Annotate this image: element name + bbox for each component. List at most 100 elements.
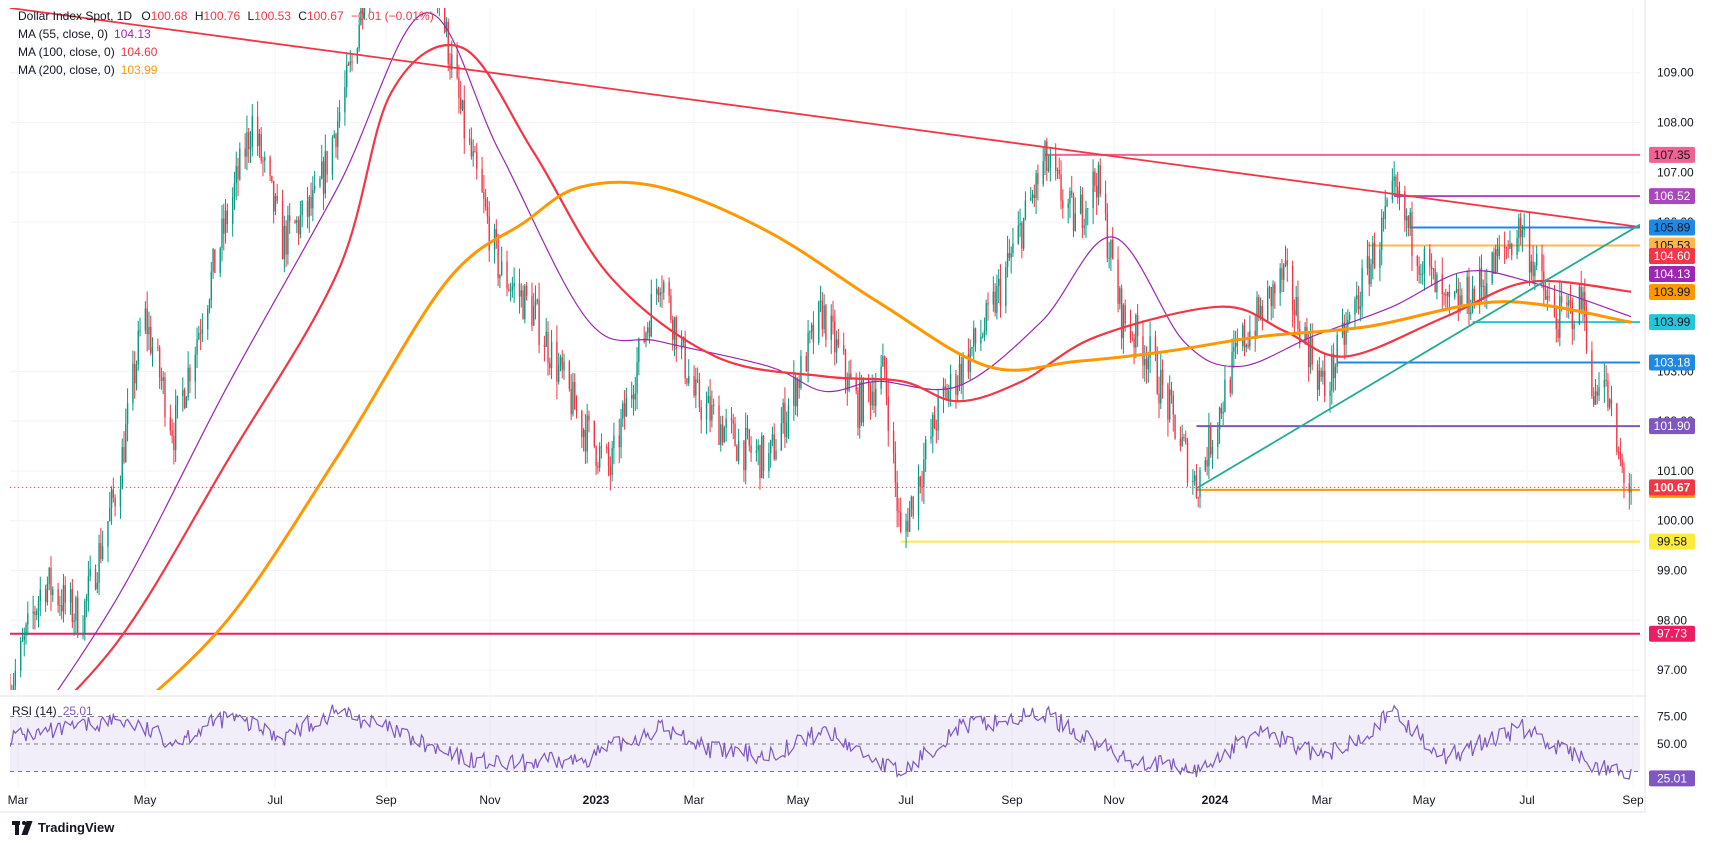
candle-body bbox=[1478, 268, 1481, 301]
candle-body bbox=[1617, 451, 1620, 453]
legend-ma100[interactable]: MA (100, close, 0) 104.60 bbox=[18, 43, 434, 61]
legend: Dollar Index Spot, 1D O100.68 H100.76 L1… bbox=[18, 7, 434, 79]
candle-body bbox=[468, 138, 471, 141]
candle-body bbox=[659, 292, 661, 296]
candle-body bbox=[921, 486, 923, 488]
candle-body bbox=[707, 395, 710, 404]
candle-body bbox=[486, 206, 489, 217]
candle-body bbox=[46, 583, 49, 603]
ohlc-low-label: L bbox=[247, 9, 255, 23]
candle-body bbox=[1030, 197, 1032, 201]
candle-body bbox=[538, 299, 540, 345]
candle-body bbox=[823, 305, 825, 329]
candle-body bbox=[1361, 268, 1363, 307]
candle-body bbox=[524, 285, 526, 320]
candle-body bbox=[746, 427, 749, 430]
candle-body bbox=[84, 601, 86, 633]
candle-body bbox=[182, 389, 184, 396]
candle-body bbox=[1037, 173, 1039, 185]
candle-body bbox=[73, 620, 75, 622]
candle-body bbox=[1119, 288, 1121, 304]
tradingview-brand[interactable]: TradingView bbox=[12, 820, 114, 835]
candle-body bbox=[199, 333, 202, 335]
y-tick-label: 101.00 bbox=[1657, 464, 1694, 478]
candle-body bbox=[1557, 329, 1559, 338]
candle-body bbox=[821, 300, 824, 329]
candle-body bbox=[937, 396, 939, 431]
candle-body bbox=[1354, 299, 1356, 315]
candle-body bbox=[755, 450, 758, 453]
candle-body bbox=[1122, 304, 1125, 339]
candle-body bbox=[1183, 437, 1185, 439]
candle-body bbox=[483, 192, 485, 199]
rsi-legend[interactable]: RSI (14) 25.01 bbox=[12, 702, 93, 720]
candle-body bbox=[1233, 347, 1235, 352]
candle-body bbox=[992, 291, 995, 305]
candle-body bbox=[618, 435, 620, 448]
candle-body bbox=[1461, 295, 1463, 305]
candle-body bbox=[162, 377, 164, 381]
candle-body bbox=[1047, 167, 1050, 171]
x-tick-label: Jul bbox=[898, 793, 913, 807]
candle-body bbox=[201, 329, 204, 334]
candle-body bbox=[693, 376, 695, 396]
candle-body bbox=[869, 385, 872, 406]
candle-body bbox=[1304, 326, 1306, 345]
candle-body bbox=[698, 380, 701, 408]
candle-body bbox=[912, 496, 914, 516]
candle-body bbox=[363, 8, 366, 15]
y-tick-label: 109.00 bbox=[1657, 66, 1694, 80]
candle-body bbox=[443, 8, 446, 32]
legend-ma200[interactable]: MA (200, close, 0) 103.99 bbox=[18, 61, 434, 79]
candle-body bbox=[769, 440, 772, 454]
candle-body bbox=[219, 248, 221, 273]
candle-body bbox=[239, 148, 241, 180]
candle-body bbox=[1482, 286, 1484, 288]
candle-body bbox=[597, 465, 599, 468]
candle-body bbox=[1147, 357, 1150, 370]
candle-body bbox=[1311, 337, 1313, 365]
candle-body bbox=[737, 440, 740, 461]
candle-body bbox=[844, 351, 847, 379]
candle-body bbox=[160, 377, 163, 381]
legend-ma55[interactable]: MA (55, close, 0) 104.13 bbox=[18, 25, 434, 43]
candle-body bbox=[139, 330, 141, 332]
x-tick-label: Mar bbox=[1312, 793, 1333, 807]
candle-body bbox=[52, 589, 54, 596]
candle-body bbox=[1124, 304, 1126, 324]
x-tick-label: Jul bbox=[1519, 793, 1534, 807]
candle-body bbox=[1222, 411, 1224, 414]
candle-body bbox=[1544, 289, 1547, 300]
ma-badge-2: 104.13 bbox=[1649, 266, 1695, 282]
candle-body bbox=[785, 422, 788, 438]
y-tick-label: 108.00 bbox=[1657, 115, 1694, 129]
candle-body bbox=[846, 378, 848, 391]
candle-body bbox=[1391, 180, 1394, 200]
candle-body bbox=[946, 389, 948, 401]
candle-body bbox=[27, 613, 29, 625]
candle-body bbox=[196, 339, 198, 355]
candle-body bbox=[1133, 338, 1135, 348]
candle-body bbox=[773, 434, 775, 460]
tradingview-logo-icon bbox=[12, 820, 33, 835]
level-badge-99.58: 99.58 bbox=[1649, 533, 1695, 550]
candle-body bbox=[1591, 350, 1593, 397]
candle-body bbox=[313, 185, 316, 190]
candle-body bbox=[1441, 274, 1443, 295]
candle-body bbox=[1332, 353, 1335, 379]
candle-body bbox=[1316, 364, 1319, 390]
candle-body bbox=[344, 87, 346, 113]
candle-body bbox=[885, 370, 888, 397]
candle-body bbox=[1432, 268, 1435, 270]
candle-body bbox=[12, 686, 15, 690]
candle-body bbox=[549, 362, 551, 369]
candle-body bbox=[859, 382, 861, 428]
candle-body bbox=[509, 290, 512, 292]
candle-body bbox=[194, 354, 196, 382]
x-tick-label: May bbox=[134, 793, 157, 807]
candle-body bbox=[607, 448, 610, 466]
candle-body bbox=[1074, 213, 1076, 232]
candle-body bbox=[1445, 294, 1447, 296]
ma-badge-label: 104.60 bbox=[1654, 249, 1691, 263]
